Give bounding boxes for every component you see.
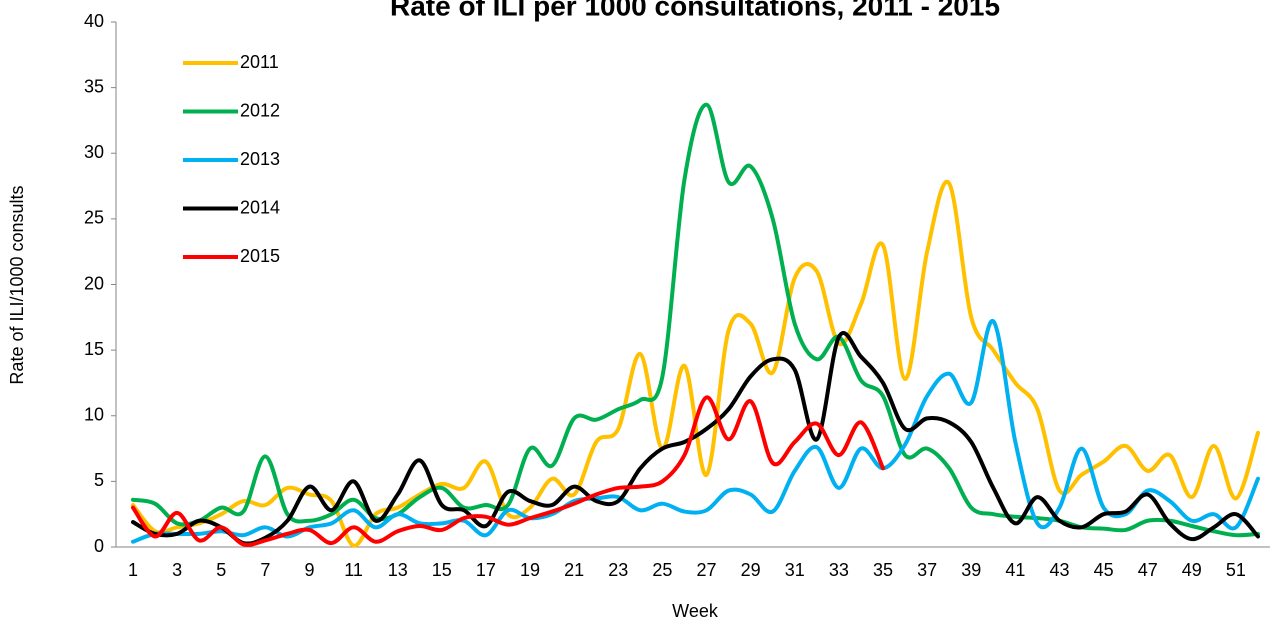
series-line — [131, 395, 885, 547]
y-tick-label: 0 — [94, 536, 104, 556]
series-line — [131, 331, 1260, 546]
x-tick-label: 51 — [1226, 560, 1246, 580]
x-tick-label: 49 — [1182, 560, 1202, 580]
x-tick-label: 29 — [741, 560, 761, 580]
y-tick-label: 35 — [84, 76, 104, 96]
y-tick-label: 25 — [84, 208, 104, 228]
legend-label: 2015 — [240, 246, 280, 266]
legend-label: 2013 — [240, 149, 280, 169]
x-tick-label: 11 — [344, 560, 363, 580]
x-tick-label: 33 — [829, 560, 849, 580]
series-line — [131, 179, 1260, 548]
x-tick-label: 37 — [917, 560, 937, 580]
y-tick-label: 20 — [84, 273, 104, 293]
x-tick-label: 47 — [1138, 560, 1158, 580]
x-tick-label: 43 — [1049, 560, 1069, 580]
x-tick-label: 27 — [697, 560, 717, 580]
x-tick-label: 45 — [1094, 560, 1114, 580]
series-line — [131, 319, 1260, 544]
y-tick-label: 10 — [84, 405, 104, 425]
y-tick-label: 40 — [84, 11, 104, 31]
x-tick-label: 17 — [476, 560, 496, 580]
chart-title: Rate of ILI per 1000 consultations, 2011… — [390, 0, 1000, 21]
legend-label: 2012 — [240, 100, 280, 120]
x-tick-label: 39 — [961, 560, 981, 580]
legend-label: 2014 — [240, 197, 280, 217]
x-axis-label: Week — [672, 601, 719, 621]
x-tick-label: 9 — [304, 560, 314, 580]
x-tick-label: 19 — [520, 560, 540, 580]
y-axis-label: Rate of ILI/1000 consults — [7, 185, 27, 384]
x-tick-label: 41 — [1005, 560, 1025, 580]
legend-label: 2011 — [240, 52, 279, 72]
x-tick-label: 35 — [873, 560, 893, 580]
x-tick-label: 31 — [785, 560, 805, 580]
x-tick-label: 1 — [128, 560, 138, 580]
x-tick-label: 5 — [216, 560, 226, 580]
y-tick-label: 5 — [94, 470, 104, 490]
y-tick-label: 15 — [84, 339, 104, 359]
x-tick-label: 21 — [564, 560, 584, 580]
x-tick-label: 13 — [388, 560, 408, 580]
x-tick-label: 7 — [260, 560, 270, 580]
x-tick-label: 23 — [608, 560, 628, 580]
x-tick-label: 15 — [432, 560, 452, 580]
y-tick-label: 30 — [84, 142, 104, 162]
x-tick-label: 25 — [652, 560, 672, 580]
x-tick-label: 3 — [172, 560, 182, 580]
